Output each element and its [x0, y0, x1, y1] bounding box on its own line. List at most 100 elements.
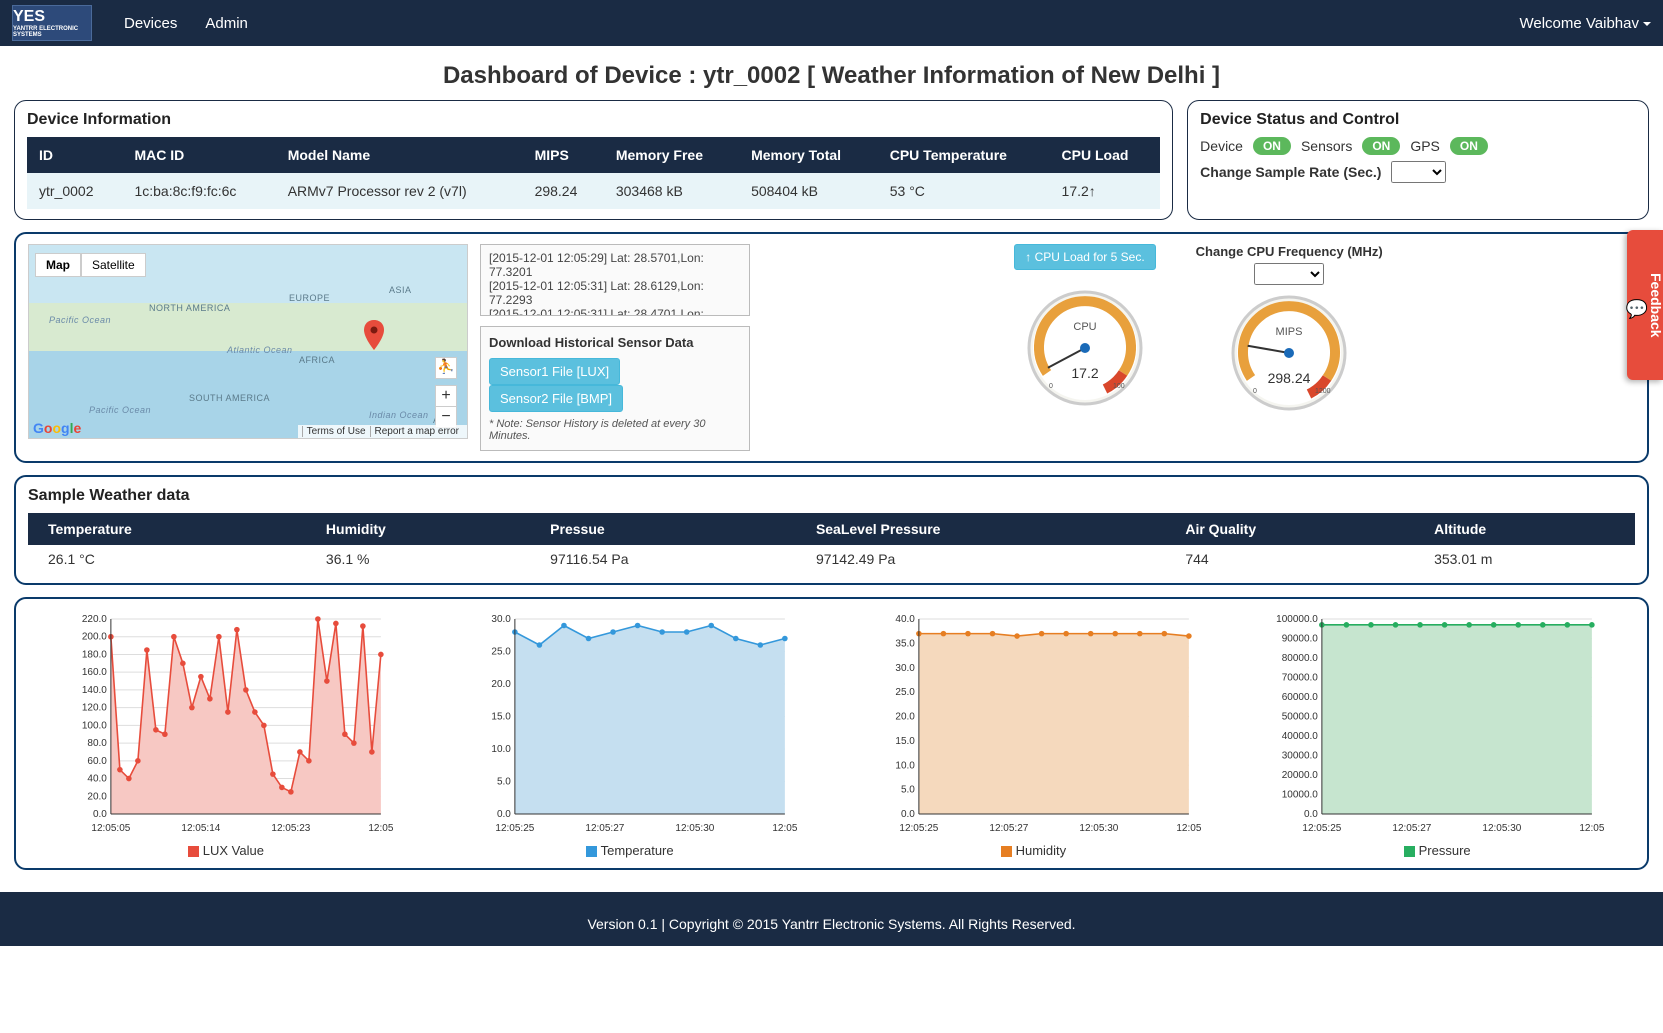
svg-text:12:05: 12:05 [772, 823, 797, 834]
svg-text:40000.0: 40000.0 [1282, 731, 1319, 742]
terms-link[interactable]: Terms of Use [302, 426, 370, 437]
status-control-panel: Device Status and Control Device ON Sens… [1187, 100, 1649, 220]
svg-text:12:05: 12:05 [368, 823, 393, 834]
svg-text:MIPS: MIPS [1276, 326, 1303, 338]
svg-text:90000.0: 90000.0 [1282, 634, 1319, 645]
sensors-on-badge[interactable]: ON [1362, 137, 1400, 155]
gps-label: GPS [1410, 138, 1440, 154]
report-error-link[interactable]: Report a map error [370, 426, 463, 437]
svg-text:12:05:30: 12:05:30 [1079, 823, 1118, 834]
svg-text:0.0: 0.0 [497, 809, 511, 820]
arrow-up-icon: ↑ [1089, 183, 1096, 199]
map[interactable]: Map Satellite NORTH AMERICA EUROPE ASIA … [28, 244, 468, 439]
weather-title: Sample Weather data [28, 487, 1635, 505]
svg-text:12:05:14: 12:05:14 [181, 823, 220, 834]
pressure-chart: 0.010000.020000.030000.040000.050000.060… [1239, 609, 1635, 858]
pegman-icon[interactable]: ⛹ [435, 357, 457, 379]
svg-text:200.0: 200.0 [82, 632, 107, 643]
svg-text:140.0: 140.0 [82, 685, 107, 696]
svg-text:35.0: 35.0 [895, 638, 915, 649]
svg-text:0.0: 0.0 [93, 809, 107, 820]
device-info-panel: Device Information ID MAC ID Model Name … [14, 100, 1173, 220]
svg-text:12:05:25: 12:05:25 [1303, 823, 1342, 834]
map-gauge-panel: Map Satellite NORTH AMERICA EUROPE ASIA … [14, 232, 1649, 463]
device-info-title: Device Information [27, 111, 1160, 129]
cell-airq: 744 [1165, 545, 1414, 573]
table-row: ytr_0002 1c:ba:8c:f9:fc:6c ARMv7 Process… [27, 173, 1160, 209]
sensor1-file-button[interactable]: Sensor1 File [LUX] [489, 358, 620, 385]
gauge-area: ↑ CPU Load for 5 Sec. CPU 0 100 17.2 [762, 244, 1635, 451]
svg-text:0.0: 0.0 [1304, 809, 1318, 820]
sample-rate-select[interactable] [1391, 161, 1446, 183]
cell-cputemp: 53 °C [878, 173, 1050, 209]
nav-admin[interactable]: Admin [191, 15, 262, 32]
cell-temp: 26.1 °C [28, 545, 306, 573]
cell-alt: 353.01 m [1414, 545, 1635, 573]
col-cpuload: CPU Load [1050, 137, 1161, 173]
download-box: Download Historical Sensor Data Sensor1 … [480, 326, 750, 451]
svg-text:70000.0: 70000.0 [1282, 673, 1319, 684]
temp-legend: Temperature [601, 843, 674, 858]
svg-text:220.0: 220.0 [82, 614, 107, 625]
svg-text:12:05:27: 12:05:27 [585, 823, 624, 834]
svg-text:12:05:27: 12:05:27 [1393, 823, 1432, 834]
sample-rate-label: Change Sample Rate (Sec.) [1200, 164, 1381, 180]
svg-text:30.0: 30.0 [491, 614, 511, 625]
freq-label: Change CPU Frequency (MHz) [1196, 244, 1383, 259]
map-type-satellite[interactable]: Satellite [81, 253, 146, 277]
col-memfree: Memory Free [604, 137, 739, 173]
map-type-map[interactable]: Map [35, 253, 81, 277]
device-label: Device [1200, 138, 1243, 154]
logo[interactable]: YESYANTRR ELECTRONIC SYSTEMS [12, 5, 92, 41]
device-on-badge[interactable]: ON [1253, 137, 1291, 155]
lux-chart: 0.020.040.060.080.0100.0120.0140.0160.01… [28, 609, 424, 858]
col-sealevel: SeaLevel Pressure [796, 513, 1165, 545]
svg-text:12:05: 12:05 [1580, 823, 1605, 834]
cell-id: ytr_0002 [27, 173, 122, 209]
cell-humidity: 36.1 % [306, 545, 530, 573]
charts-panel: 0.020.040.060.080.0100.0120.0140.0160.01… [14, 597, 1649, 870]
zoom-out-button[interactable]: − [436, 407, 456, 427]
svg-text:12:05:25: 12:05:25 [495, 823, 534, 834]
col-humidity: Humidity [306, 513, 530, 545]
svg-text:12:05:30: 12:05:30 [675, 823, 714, 834]
svg-text:12:05:05: 12:05:05 [91, 823, 130, 834]
nav-devices[interactable]: Devices [110, 15, 191, 32]
sensors-label: Sensors [1301, 138, 1352, 154]
map-zoom: + − [435, 385, 457, 428]
logo-text: YES [13, 8, 45, 25]
table-row: 26.1 °C 36.1 % 97116.54 Pa 97142.49 Pa 7… [28, 545, 1635, 573]
status-title: Device Status and Control [1200, 111, 1636, 129]
gps-on-badge[interactable]: ON [1450, 137, 1488, 155]
sensor2-file-button[interactable]: Sensor2 File [BMP] [489, 385, 623, 412]
device-info-table: ID MAC ID Model Name MIPS Memory Free Me… [27, 137, 1160, 209]
svg-text:10.0: 10.0 [491, 744, 511, 755]
logo-subtext: YANTRR ELECTRONIC SYSTEMS [13, 26, 91, 38]
log-download-col: [2015-12-01 12:05:29] Lat: 28.5701,Lon: … [480, 244, 750, 451]
caret-down-icon [1643, 22, 1651, 26]
cpu-freq-select[interactable] [1254, 263, 1324, 285]
svg-text:5.0: 5.0 [497, 777, 511, 788]
svg-text:12:05:25: 12:05:25 [899, 823, 938, 834]
svg-text:100000.0: 100000.0 [1276, 614, 1318, 625]
lux-legend: LUX Value [203, 843, 264, 858]
svg-text:80.0: 80.0 [87, 738, 107, 749]
feedback-tab[interactable]: Feedback 💬 [1627, 230, 1663, 380]
cpu-load-button[interactable]: ↑ CPU Load for 5 Sec. [1014, 244, 1155, 270]
svg-text:298.24: 298.24 [1268, 370, 1311, 386]
col-pressure: Pressue [530, 513, 796, 545]
svg-text:5.0: 5.0 [900, 785, 914, 796]
chat-icon: 💬 [1626, 299, 1648, 320]
col-temp: Temperature [28, 513, 306, 545]
svg-text:12:05:27: 12:05:27 [989, 823, 1028, 834]
svg-text:20.0: 20.0 [895, 712, 915, 723]
col-alt: Altitude [1414, 513, 1635, 545]
weather-table: Temperature Humidity Pressue SeaLevel Pr… [28, 513, 1635, 573]
svg-text:25.0: 25.0 [491, 647, 511, 658]
svg-text:30000.0: 30000.0 [1282, 751, 1319, 762]
user-menu[interactable]: Welcome Vaibhav [1519, 15, 1651, 32]
feedback-label: Feedback [1648, 273, 1663, 338]
map-marker-icon[interactable] [364, 320, 384, 357]
zoom-in-button[interactable]: + [436, 386, 456, 407]
log-line: [2015-12-01 12:05:31] Lat: 28.6129,Lon: … [489, 279, 741, 307]
